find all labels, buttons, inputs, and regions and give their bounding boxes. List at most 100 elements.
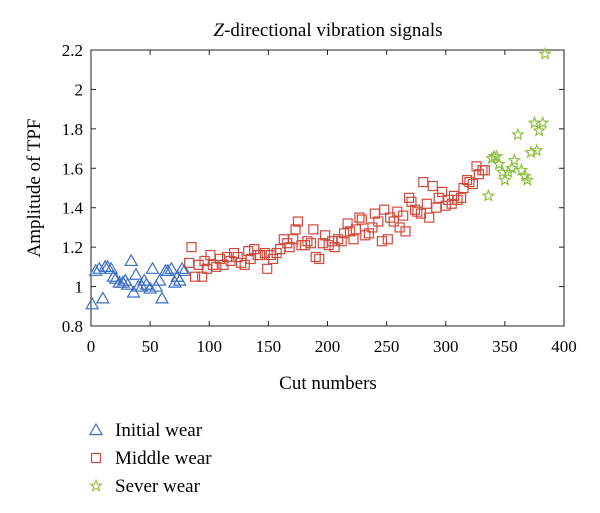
data-point-square bbox=[418, 176, 429, 188]
y-axis: 0.8 1 1.2 1.4 1.6 1.8 2 2.2 bbox=[62, 41, 564, 336]
data-point-square bbox=[344, 226, 356, 237]
data-point-square bbox=[388, 216, 399, 227]
data-point-square bbox=[382, 234, 393, 245]
data-point-square bbox=[379, 204, 390, 215]
data-point-star bbox=[520, 172, 535, 186]
data-point-triangle bbox=[104, 261, 119, 274]
data-point-square bbox=[356, 214, 367, 225]
data-point-triangle bbox=[167, 275, 182, 288]
legend-label: Initial wear bbox=[115, 420, 203, 441]
data-point-square bbox=[205, 249, 216, 261]
series-square bbox=[184, 161, 490, 282]
x-tick-label: 200 bbox=[315, 337, 341, 356]
data-point-square bbox=[412, 206, 423, 217]
data-point-triangle bbox=[128, 267, 143, 280]
y-tick-label: 1.2 bbox=[62, 238, 83, 257]
data-point-triangle bbox=[106, 269, 121, 282]
x-tick-label: 350 bbox=[492, 337, 518, 356]
data-point-star bbox=[524, 145, 538, 159]
data-point-triangle bbox=[164, 261, 179, 274]
chart-title-italic: Z bbox=[213, 20, 224, 41]
data-point-square bbox=[314, 253, 325, 265]
data-point-square bbox=[249, 244, 260, 255]
data-point-triangle bbox=[149, 279, 164, 292]
data-point-triangle bbox=[177, 263, 192, 276]
data-point-square bbox=[186, 242, 197, 253]
data-point-square bbox=[268, 253, 279, 265]
data-point-square bbox=[211, 261, 222, 272]
data-point-square bbox=[406, 196, 417, 207]
series-triangle bbox=[85, 253, 192, 310]
y-tick-label: 0.8 bbox=[62, 317, 83, 336]
chart-title: Z-directional vibration signals bbox=[213, 20, 442, 41]
legend-marker-triangle bbox=[88, 422, 104, 436]
data-point-triangle bbox=[154, 291, 169, 304]
data-point-square bbox=[398, 210, 409, 221]
legend-label: Sever wear bbox=[115, 476, 201, 497]
data-point-square bbox=[338, 228, 350, 239]
series-star bbox=[481, 46, 552, 202]
x-tick-label: 50 bbox=[142, 337, 159, 356]
data-point-square bbox=[232, 251, 243, 263]
data-point-square bbox=[290, 224, 301, 235]
data-point-star bbox=[530, 143, 544, 157]
legend-marker-star bbox=[89, 478, 103, 492]
data-point-square bbox=[400, 226, 411, 237]
data-point-square bbox=[456, 192, 467, 203]
x-tick-label: 250 bbox=[374, 337, 400, 356]
data-point-square bbox=[363, 228, 374, 239]
data-point-square bbox=[479, 165, 490, 176]
x-tick-label: 0 bbox=[87, 337, 96, 356]
data-point-triangle bbox=[134, 279, 149, 292]
data-point-square bbox=[189, 271, 201, 282]
data-point-square bbox=[437, 186, 448, 198]
data-point-star bbox=[481, 188, 496, 202]
data-point-square bbox=[207, 259, 218, 270]
data-point-square bbox=[284, 242, 295, 253]
data-point-square bbox=[239, 259, 250, 270]
data-point-square bbox=[305, 238, 317, 249]
data-point-square bbox=[376, 236, 387, 247]
data-point-square bbox=[421, 198, 432, 209]
data-point-triangle bbox=[124, 253, 139, 267]
x-axis: 0 50 100 150 200 250 300 350 400 bbox=[87, 50, 577, 356]
data-point-square bbox=[427, 180, 438, 192]
data-point-triangle bbox=[175, 261, 190, 274]
data-point-star bbox=[532, 123, 546, 137]
x-tick-label: 300 bbox=[433, 337, 459, 356]
data-point-star bbox=[498, 172, 512, 186]
y-tick-label: 1.4 bbox=[62, 199, 84, 218]
y-tick-label: 1 bbox=[75, 278, 84, 297]
data-point-square bbox=[424, 212, 435, 223]
legend-label: Middle wear bbox=[115, 448, 212, 469]
data-point-triangle bbox=[152, 273, 167, 286]
data-point-square bbox=[320, 230, 331, 241]
data-point-square bbox=[342, 218, 353, 229]
x-tick-label: 400 bbox=[551, 337, 577, 356]
data-point-square bbox=[262, 263, 273, 274]
data-point-triangle bbox=[172, 273, 187, 286]
data-point-triangle bbox=[143, 281, 158, 294]
x-axis-label: Cut numbers bbox=[279, 373, 377, 394]
data-point-square bbox=[310, 251, 321, 263]
data-point-triangle bbox=[160, 263, 175, 276]
y-tick-label: 1.8 bbox=[62, 120, 83, 139]
data-point-triangle bbox=[92, 261, 107, 274]
data-point-square bbox=[333, 234, 344, 245]
data-point-triangle bbox=[100, 259, 115, 272]
data-point-triangle bbox=[95, 291, 110, 304]
data-point-square bbox=[308, 224, 319, 235]
data-point-square bbox=[184, 257, 195, 269]
data-point-square bbox=[360, 230, 371, 241]
data-point-triangle bbox=[120, 277, 135, 290]
data-point-square bbox=[367, 222, 378, 233]
y-tick-label: 2 bbox=[75, 80, 84, 99]
data-point-square bbox=[236, 257, 247, 269]
data-point-square bbox=[452, 194, 463, 205]
data-point-star bbox=[505, 161, 519, 175]
legend-marker-square bbox=[90, 452, 102, 464]
data-point-star bbox=[489, 149, 504, 163]
y-tick-label: 1.6 bbox=[62, 159, 83, 178]
data-point-triangle bbox=[85, 297, 100, 310]
